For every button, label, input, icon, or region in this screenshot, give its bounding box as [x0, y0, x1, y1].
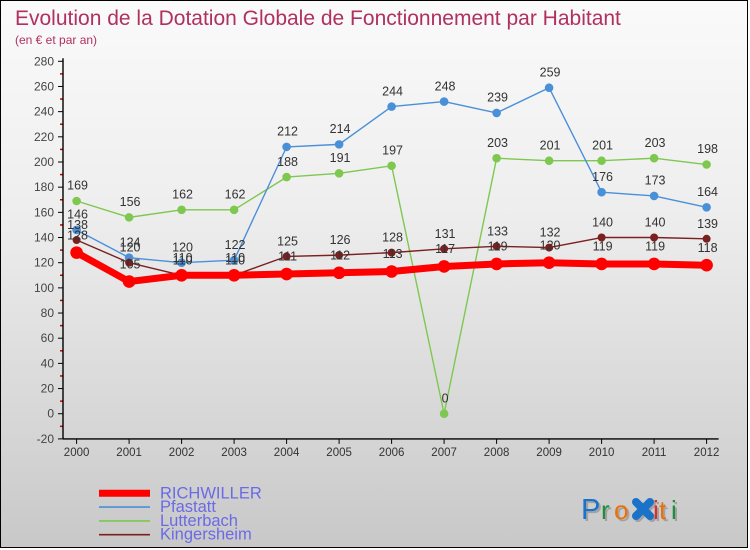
svg-text:203: 203 — [645, 136, 666, 150]
svg-text:133: 133 — [487, 224, 508, 238]
svg-text:2011: 2011 — [642, 447, 667, 459]
svg-text:162: 162 — [172, 188, 193, 202]
svg-text:118: 118 — [698, 241, 718, 255]
svg-text:169: 169 — [67, 179, 88, 193]
svg-text:2003: 2003 — [221, 447, 247, 459]
svg-text:-20: -20 — [37, 432, 55, 446]
svg-text:2010: 2010 — [589, 447, 615, 459]
svg-text:111: 111 — [278, 250, 297, 264]
svg-text:259: 259 — [540, 65, 561, 79]
svg-text:126: 126 — [330, 233, 351, 247]
svg-text:2001: 2001 — [116, 447, 142, 459]
svg-text:260: 260 — [34, 79, 54, 93]
svg-text:212: 212 — [277, 125, 298, 139]
svg-text:2012: 2012 — [694, 447, 720, 459]
svg-text:128: 128 — [67, 228, 88, 242]
svg-text:t: t — [659, 495, 667, 525]
svg-text:40: 40 — [41, 356, 55, 370]
svg-text:2008: 2008 — [484, 447, 510, 459]
svg-text:125: 125 — [277, 234, 298, 248]
svg-text:201: 201 — [540, 138, 561, 152]
svg-text:120: 120 — [120, 241, 141, 255]
svg-text:119: 119 — [593, 240, 613, 254]
svg-text:188: 188 — [277, 155, 298, 169]
svg-text:117: 117 — [435, 242, 455, 256]
svg-text:60: 60 — [41, 331, 55, 345]
svg-text:140: 140 — [592, 216, 613, 230]
svg-text:240: 240 — [34, 105, 54, 119]
svg-text:2006: 2006 — [379, 447, 405, 459]
svg-text:120: 120 — [34, 256, 54, 270]
svg-text:244: 244 — [382, 84, 403, 98]
svg-text:176: 176 — [592, 170, 613, 184]
svg-text:2004: 2004 — [274, 447, 300, 459]
svg-text:140: 140 — [34, 231, 54, 245]
svg-text:164: 164 — [697, 185, 718, 199]
svg-text:214: 214 — [330, 122, 351, 136]
svg-text:203: 203 — [487, 136, 508, 150]
svg-text:P: P — [581, 494, 600, 526]
svg-text:140: 140 — [645, 216, 666, 230]
svg-text:Kingersheim: Kingersheim — [160, 526, 252, 544]
svg-text:2000: 2000 — [64, 447, 90, 459]
svg-text:0: 0 — [442, 391, 449, 405]
svg-text:131: 131 — [435, 227, 456, 241]
svg-text:112: 112 — [330, 248, 350, 262]
svg-text:220: 220 — [34, 130, 54, 144]
svg-text:248: 248 — [435, 79, 456, 93]
svg-text:198: 198 — [697, 142, 718, 156]
svg-text:2005: 2005 — [326, 447, 352, 459]
svg-text:20: 20 — [41, 382, 55, 396]
svg-text:162: 162 — [225, 188, 246, 202]
svg-text:201: 201 — [592, 138, 613, 152]
svg-text:239: 239 — [487, 91, 508, 105]
svg-text:156: 156 — [120, 195, 141, 209]
svg-text:139: 139 — [697, 217, 718, 231]
svg-text:180: 180 — [34, 180, 54, 194]
svg-text:o: o — [614, 495, 628, 525]
svg-text:128: 128 — [382, 231, 403, 245]
svg-text:i: i — [653, 495, 659, 525]
svg-text:120: 120 — [540, 238, 561, 252]
svg-text:0: 0 — [47, 407, 54, 421]
svg-text:119: 119 — [488, 240, 508, 254]
svg-text:197: 197 — [382, 143, 403, 157]
svg-text:2002: 2002 — [169, 447, 195, 459]
svg-text:80: 80 — [41, 306, 55, 320]
svg-text:100: 100 — [34, 281, 54, 295]
svg-text:160: 160 — [34, 205, 54, 219]
svg-text:110: 110 — [173, 251, 193, 265]
svg-text:122: 122 — [225, 238, 246, 252]
svg-text:119: 119 — [645, 240, 665, 254]
svg-text:105: 105 — [120, 257, 141, 271]
svg-text:191: 191 — [330, 151, 351, 165]
svg-text:110: 110 — [225, 251, 245, 265]
svg-text:2007: 2007 — [431, 447, 457, 459]
svg-text:173: 173 — [645, 174, 666, 188]
svg-text:i: i — [671, 495, 677, 525]
svg-text:113: 113 — [383, 247, 403, 261]
svg-text:2009: 2009 — [536, 447, 562, 459]
svg-text:r: r — [601, 495, 610, 525]
svg-text:200: 200 — [34, 155, 54, 169]
svg-text:280: 280 — [34, 54, 54, 68]
